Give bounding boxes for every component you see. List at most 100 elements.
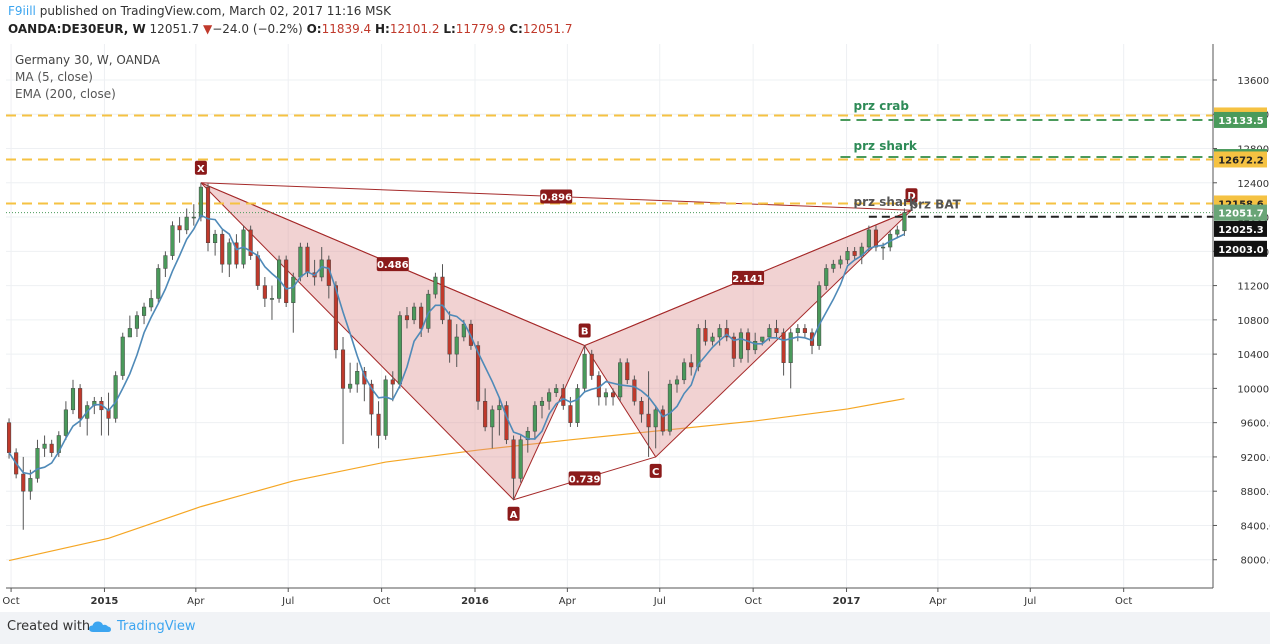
candle-body — [383, 379, 388, 436]
last-price: 12051.7 — [149, 22, 200, 36]
author-link[interactable]: F9iill — [8, 4, 36, 18]
candle — [738, 328, 744, 363]
open-label: O: — [306, 22, 322, 36]
legend-ema[interactable]: EMA (200, close) — [15, 87, 116, 101]
candle — [383, 375, 388, 440]
candle-body — [142, 306, 147, 316]
candle — [49, 439, 54, 457]
candle-body — [440, 276, 445, 321]
candle — [731, 332, 736, 367]
price-badge-label: 13133.5 — [1218, 116, 1264, 127]
x-tick-label: Jul — [653, 596, 666, 607]
candle-body — [788, 332, 793, 363]
point-badge — [507, 506, 520, 521]
down-arrow-icon: ▼ — [203, 22, 213, 36]
candle-body — [582, 353, 587, 389]
candle — [490, 405, 495, 449]
y-tick-label: 10000.0 — [1237, 384, 1270, 395]
price-badge-label: 12672.2 — [1218, 155, 1264, 166]
candle — [824, 264, 829, 290]
candle-body — [575, 388, 580, 423]
candle-body — [177, 225, 182, 231]
candle — [156, 264, 161, 303]
y-tick-label: 9200.0 — [1241, 453, 1270, 464]
candle — [170, 221, 175, 260]
ohlc-line: OANDA:DE30EUR, W 12051.7 ▼−24.0 (−0.2%) … — [8, 22, 572, 36]
candle — [653, 405, 658, 449]
candle-body — [611, 392, 616, 398]
candle — [781, 328, 786, 376]
price-chart[interactable]: X A B C D 0.896 0.486 0.739 2.141 prz crab prz sha… — [0, 42, 1270, 612]
candle-body — [6, 422, 12, 453]
candle-body — [255, 255, 260, 286]
point-label-x: X — [197, 164, 205, 175]
candle — [191, 204, 196, 226]
candle — [63, 401, 68, 440]
candle — [625, 358, 630, 385]
candle-body — [568, 405, 573, 423]
candle-body — [262, 285, 267, 299]
candle-body — [184, 216, 189, 231]
candle-body — [632, 379, 637, 402]
candle-body — [525, 430, 530, 441]
candle-body — [767, 328, 772, 338]
legend-ma[interactable]: MA (5, close) — [15, 70, 93, 84]
candle-body — [838, 259, 843, 265]
y-tick-label: 10400.0 — [1237, 350, 1270, 361]
candle-body — [589, 353, 594, 376]
candle-body — [817, 285, 822, 346]
candle — [838, 255, 843, 269]
candle-body — [163, 255, 168, 269]
candle — [518, 435, 523, 483]
candle — [497, 396, 502, 436]
y-tick-label: 8400.0 — [1241, 521, 1270, 532]
candle-body — [369, 383, 374, 415]
candle — [511, 435, 516, 500]
candle — [35, 439, 40, 483]
candle — [134, 311, 140, 337]
candle-body — [845, 251, 850, 261]
candle — [895, 225, 900, 239]
price-badge — [1214, 220, 1267, 237]
candle-body — [298, 246, 303, 278]
candle — [632, 375, 637, 406]
close-label: C: — [509, 22, 523, 36]
candle-body — [305, 246, 310, 273]
candle-body — [902, 212, 907, 232]
candle-body — [603, 392, 608, 398]
candle-body — [554, 388, 559, 393]
candle — [660, 405, 665, 436]
candle — [532, 401, 537, 440]
candle — [618, 358, 623, 402]
candle-body — [724, 328, 729, 338]
x-tick-label: Apr — [929, 596, 947, 607]
candle — [440, 264, 445, 325]
candle-body — [660, 409, 665, 432]
high-value: 12101.2 — [389, 22, 440, 36]
annotation-text: prz shark — [854, 195, 918, 209]
candle-body — [340, 349, 346, 389]
candle — [120, 332, 125, 380]
candle — [852, 247, 857, 260]
candle — [127, 315, 132, 338]
candle — [213, 229, 218, 256]
candle-body — [710, 336, 715, 342]
tradingview-link[interactable]: TradingView — [117, 619, 196, 634]
candle — [291, 272, 296, 333]
candle-body — [397, 315, 402, 385]
candle-body — [63, 409, 68, 436]
x-tick-label: Jul — [281, 596, 294, 607]
candle — [866, 225, 871, 252]
candle — [227, 238, 232, 278]
axes: 8000.0 8400.0 8800.0 9200.0 9600.0 10000.0 104… — [2, 44, 1270, 607]
candle — [589, 349, 594, 380]
candle-body — [355, 371, 360, 385]
candle — [284, 255, 289, 308]
candle-body — [447, 319, 452, 355]
candle — [710, 332, 715, 346]
point-badge — [905, 188, 918, 203]
candle-body — [191, 216, 196, 219]
candle — [269, 285, 275, 320]
low-label: L: — [443, 22, 456, 36]
candle-body — [127, 328, 132, 338]
